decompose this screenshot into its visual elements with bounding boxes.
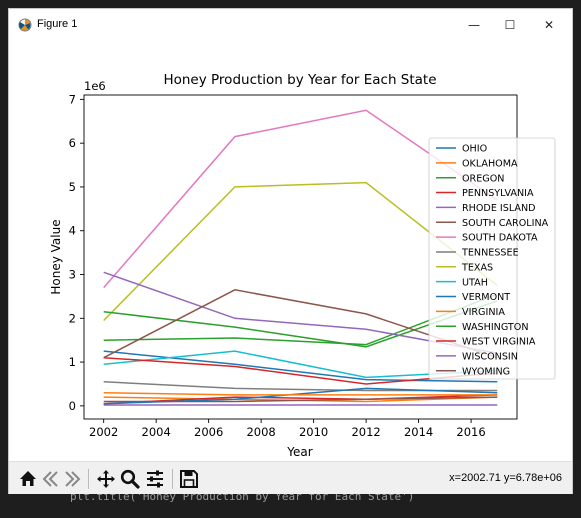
back-icon[interactable] (39, 468, 61, 490)
series-line (103, 391, 498, 396)
line-chart[interactable]: Honey Production by Year for Each State … (9, 41, 572, 461)
legend-entry: TEXAS (461, 262, 493, 273)
y-offset-label: 1e6 (84, 79, 106, 93)
legend-entry: SOUTH DAKOTA (462, 233, 538, 244)
x-tick-label: 2016 (456, 425, 485, 439)
y-tick-label: 2 (69, 311, 76, 325)
chart-title: Honey Production by Year for Each State (163, 72, 436, 88)
legend-entry: TENNESSEE (461, 248, 519, 259)
pan-icon[interactable] (95, 468, 117, 490)
y-tick-label: 6 (69, 136, 76, 150)
save-icon[interactable] (178, 468, 200, 490)
x-axis-label: Year (286, 445, 312, 459)
toolbar-separator (172, 469, 173, 489)
legend-entry: OHIO (462, 144, 488, 155)
y-tick-label: 0 (69, 399, 76, 413)
matplotlib-logo-icon (18, 18, 32, 32)
cursor-coordinates: x=2002.71 y=6.78e+06 (449, 472, 562, 484)
x-tick-label: 2010 (299, 425, 328, 439)
x-tick-label: 2014 (404, 425, 433, 439)
series-line (103, 394, 498, 405)
navigation-toolbar: x=2002.71 y=6.78e+06 (9, 461, 572, 495)
legend-entry: RHODE ISLAND (462, 203, 536, 214)
y-tick-label: 7 (69, 92, 76, 106)
legend-entry: WYOMING (462, 366, 510, 377)
title-bar[interactable]: Figure 1 — ☐ ✕ (9, 9, 572, 41)
home-icon[interactable] (17, 468, 39, 490)
code-line: plt.title('Honey Production by Year for … (70, 494, 415, 503)
legend-entry: WEST VIRGINIA (462, 337, 536, 348)
configure-icon[interactable] (144, 468, 166, 490)
editor-background-code: plt.title('Honey Production by Year for … (0, 494, 581, 518)
legend-entry: VIRGINIA (462, 307, 505, 318)
x-tick-label: 2002 (89, 425, 118, 439)
y-tick-label: 5 (69, 180, 76, 194)
series-line (103, 381, 498, 392)
legend-entry: WISCONSIN (462, 352, 518, 363)
legend-entry: UTAH (462, 277, 488, 288)
legend-entry: VERMONT (462, 292, 510, 303)
close-button[interactable]: ✕ (543, 18, 555, 32)
y-tick-label: 1 (69, 355, 76, 369)
maximize-button[interactable]: ☐ (504, 18, 516, 32)
legend-entry: PENNSYLVANIA (462, 188, 534, 199)
plot-canvas[interactable]: Honey Production by Year for Each State … (9, 41, 572, 461)
legend-entry: WASHINGTON (462, 322, 529, 333)
y-tick-label: 3 (69, 268, 76, 282)
legend-entry: OKLAHOMA (462, 158, 518, 169)
x-tick-label: 2008 (246, 425, 275, 439)
legend-entry: SOUTH CAROLINA (462, 218, 549, 229)
window-title: Figure 1 (37, 18, 78, 30)
legend: OHIO OKLAHOMA OREGON PENNSYLVANIA RHODE ISLA… (428, 137, 556, 380)
x-tick-label: 2006 (194, 425, 223, 439)
y-tick-label: 4 (69, 224, 76, 238)
series-line (103, 387, 498, 405)
y-axis-label: Honey Value (49, 219, 63, 294)
x-tick-label: 2012 (351, 425, 380, 439)
legend-box (428, 137, 556, 380)
x-tick-label: 2004 (142, 425, 171, 439)
forward-icon[interactable] (62, 468, 84, 490)
toolbar-separator (88, 469, 89, 489)
y-ticks: 0 1 2 3 4 5 6 7 (69, 92, 84, 413)
legend-entry: OREGON (462, 173, 504, 184)
minimize-button[interactable]: — (468, 18, 480, 32)
figure-window: Figure 1 — ☐ ✕ Honey Production by Year … (8, 8, 573, 495)
x-ticks: 2002 2004 2006 2008 2010 2012 2014 2016 (89, 419, 486, 439)
zoom-icon[interactable] (119, 468, 141, 490)
